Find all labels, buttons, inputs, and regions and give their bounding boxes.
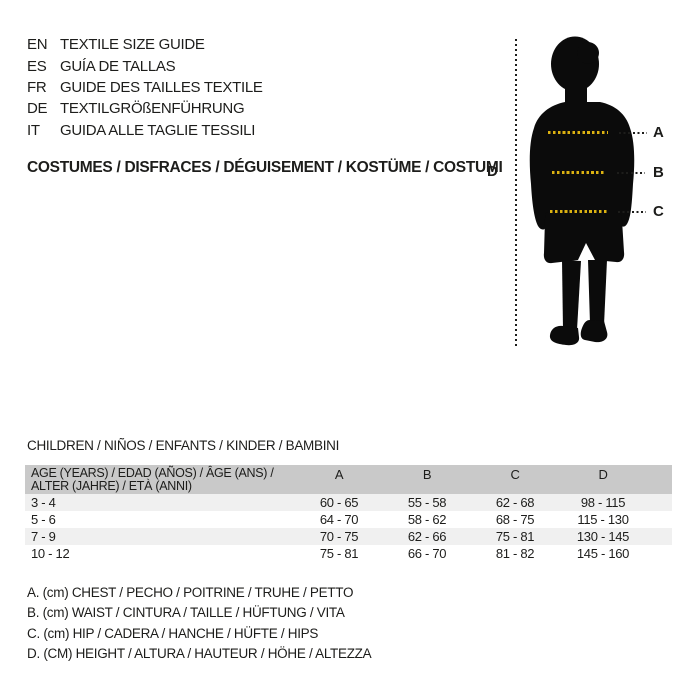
waist-connector-dots [617, 172, 645, 175]
language-title: GUIDE DES TAILLES TEXTILE [60, 78, 263, 96]
hip-measure-label-c: C [653, 203, 664, 220]
column-header-d: D [598, 467, 608, 482]
waist-measure-dash [552, 171, 606, 174]
legend-hip: C. (cm) HIP / CADERA / HANCHE / HÜFTE / … [27, 625, 319, 641]
language-code: ES [27, 57, 47, 75]
language-row-fr: FR GUIDE DES TAILLES TEXTILE [27, 77, 263, 98]
hip-measure-dash [550, 210, 608, 213]
chest-cell: 70 - 75 [319, 529, 359, 544]
language-code: FR [27, 78, 47, 96]
waist-cell: 58 - 62 [407, 512, 447, 527]
age-header-line1: AGE (YEARS) / EDAD (AÑOS) / ÂGE (ANS) / [31, 466, 274, 480]
height-cell: 98 - 115 [580, 495, 626, 510]
language-code: EN [27, 36, 48, 54]
language-row-es: ES GUÍA DE TALLAS [27, 55, 263, 76]
legend-waist: B. (cm) WAIST / CINTURA / TAILLE / HÜFTU… [27, 605, 345, 621]
chest-cell: 60 - 65 [319, 495, 359, 510]
chest-measure-label-a: A [653, 124, 664, 141]
age-cell: 3 - 4 [31, 495, 56, 510]
hip-cell: 62 - 68 [495, 495, 535, 510]
chest-cell: 75 - 81 [319, 546, 359, 561]
height-cell: 130 - 145 [576, 529, 630, 544]
table-row: 3 - 4 60 - 65 55 - 58 62 - 68 98 - 115 [25, 494, 672, 511]
legend-height: D. (CM) HEIGHT / ALTURA / HAUTEUR / HÖHE… [27, 645, 372, 661]
measurement-figure: D A B C [487, 36, 664, 348]
language-row-de: DE TEXTILGRÖßENFÜHRUNG [27, 98, 263, 119]
size-table-header: AGE (YEARS) / EDAD (AÑOS) / ÂGE (ANS) / … [25, 465, 672, 494]
column-header-c: C [510, 467, 520, 482]
language-row-en: EN TEXTILE SIZE GUIDE [27, 34, 263, 55]
waist-cell: 66 - 70 [407, 546, 447, 561]
language-title: GUÍA DE TALLAS [60, 57, 176, 75]
waist-measure-label-b: B [653, 164, 664, 181]
height-dotted-line [515, 39, 518, 348]
table-row: 7 - 9 70 - 75 62 - 66 75 - 81 130 - 145 [25, 528, 672, 545]
age-header-line2: ALTER (JAHRE) / ETÀ (ANNI) [31, 479, 192, 493]
hip-cell: 68 - 75 [495, 512, 535, 527]
legend-chest: A. (cm) CHEST / PECHO / POITRINE / TRUHE… [27, 585, 354, 600]
age-column-header: AGE (YEARS) / EDAD (AÑOS) / ÂGE (ANS) / … [25, 467, 295, 493]
waist-cell: 55 - 58 [407, 495, 447, 510]
language-code: DE [27, 100, 48, 118]
height-cell: 145 - 160 [576, 546, 630, 561]
hip-cell: 75 - 81 [495, 529, 535, 544]
chest-measure-dash [548, 131, 608, 134]
column-header-a: A [334, 467, 344, 482]
language-title: TEXTILE SIZE GUIDE [60, 36, 205, 54]
chest-cell: 64 - 70 [319, 512, 359, 527]
hip-connector-dots [618, 211, 646, 214]
measurement-legend: A. (cm) CHEST / PECHO / POITRINE / TRUHE… [27, 583, 372, 664]
hip-cell: 81 - 82 [495, 546, 535, 561]
table-row: 10 - 12 75 - 81 66 - 70 81 - 82 145 - 16… [25, 545, 672, 562]
waist-cell: 62 - 66 [407, 529, 447, 544]
table-section-title: CHILDREN / NIÑOS / ENFANTS / KINDER / BA… [27, 438, 340, 453]
table-row: 5 - 6 64 - 70 58 - 62 68 - 75 115 - 130 [25, 511, 672, 528]
child-silhouette [529, 36, 635, 346]
language-title-list: EN TEXTILE SIZE GUIDE ES GUÍA DE TALLAS … [27, 34, 263, 141]
age-cell: 5 - 6 [31, 512, 56, 527]
language-title: GUIDA ALLE TAGLIE TESSILI [60, 121, 256, 139]
language-title: TEXTILGRÖßENFÜHRUNG [60, 100, 245, 118]
column-header-b: B [422, 467, 432, 482]
chest-connector-dots [619, 132, 647, 135]
age-cell: 7 - 9 [31, 529, 56, 544]
height-cell: 115 - 130 [577, 512, 629, 527]
height-measure-label-d: D [487, 163, 498, 180]
language-row-it: IT GUIDA ALLE TAGLIE TESSILI [27, 120, 263, 141]
age-cell: 10 - 12 [31, 546, 70, 561]
category-title: COSTUMES / DISFRACES / DÉGUISEMENT / KOS… [27, 159, 503, 176]
language-code: IT [27, 121, 40, 139]
size-table: AGE (YEARS) / EDAD (AÑOS) / ÂGE (ANS) / … [25, 465, 672, 562]
